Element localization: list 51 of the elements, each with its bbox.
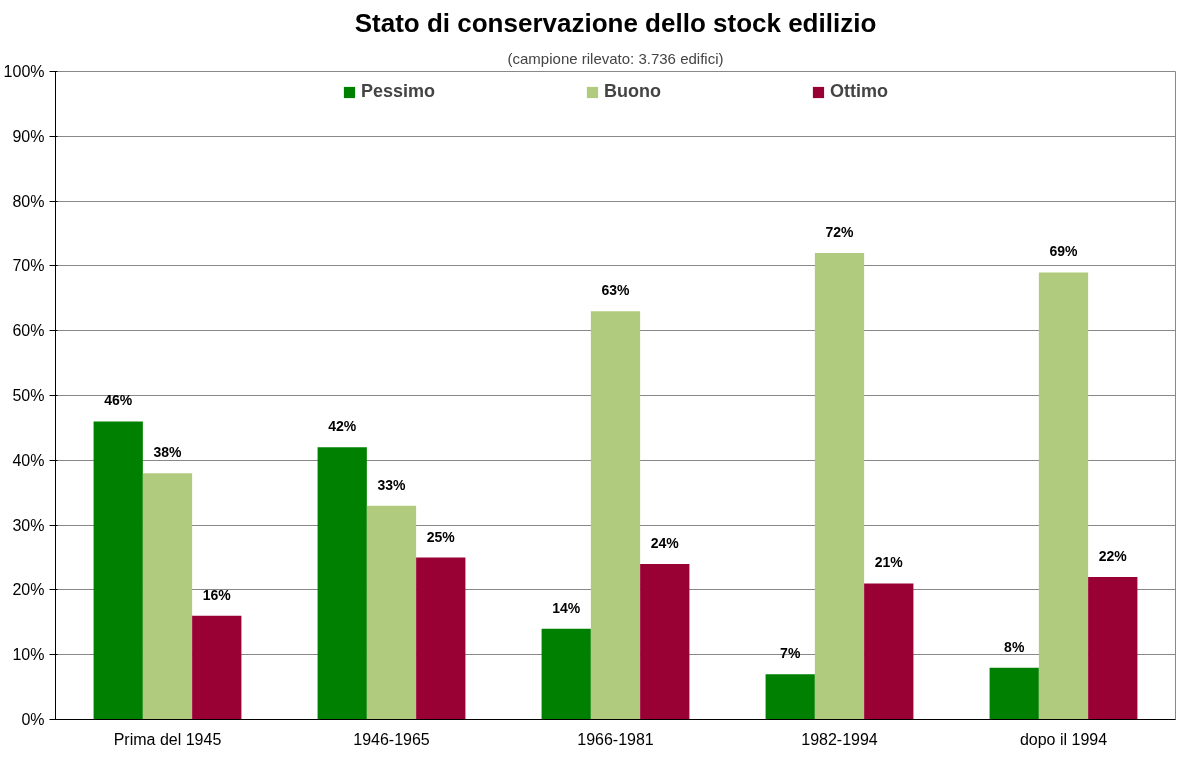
bar xyxy=(1038,272,1089,720)
y-tick-label: 80% xyxy=(12,192,45,210)
data-label: 24% xyxy=(650,534,680,551)
y-tick-label: 10% xyxy=(12,646,45,664)
x-tick-label: dopo il 1994 xyxy=(1019,730,1108,748)
bar xyxy=(366,505,417,720)
bar xyxy=(541,628,591,720)
y-tick-label: 100% xyxy=(3,63,45,80)
y-tick-label: 60% xyxy=(12,322,45,340)
bar xyxy=(1088,576,1138,720)
y-tick-label: 20% xyxy=(12,581,45,599)
data-label: 38% xyxy=(153,444,183,461)
bar xyxy=(864,583,914,720)
data-label: 46% xyxy=(104,392,133,409)
x-tick-label: Prima del 1945 xyxy=(113,730,222,748)
data-label: 14% xyxy=(552,599,581,616)
chart-subtitle: (campione rilevato: 3.736 edifici) xyxy=(507,49,724,67)
data-label: 21% xyxy=(874,554,904,571)
legend-label: Pessimo xyxy=(360,81,436,102)
bar xyxy=(640,563,690,720)
x-tick-label: 1946-1965 xyxy=(353,730,430,748)
y-tick-label: 30% xyxy=(12,516,45,534)
data-label: 16% xyxy=(202,586,232,603)
chart-title: Stato di conservazione dello stock edilizio xyxy=(354,7,877,38)
legend-label: Buono xyxy=(604,81,662,102)
bar xyxy=(192,615,242,720)
y-tick-label: 0% xyxy=(21,711,45,728)
data-label: 25% xyxy=(426,528,456,545)
legend-label: Ottimo xyxy=(830,81,889,102)
bar xyxy=(814,252,865,720)
y-tick-label: 70% xyxy=(12,257,45,275)
bar xyxy=(93,421,143,720)
data-label: 22% xyxy=(1098,547,1128,564)
bar xyxy=(416,557,466,720)
bar xyxy=(317,447,367,720)
data-label: 69% xyxy=(1049,243,1079,260)
bar xyxy=(989,667,1039,720)
data-label: 7% xyxy=(780,645,801,662)
data-label: 42% xyxy=(328,418,357,435)
x-tick-label: 1982-1994 xyxy=(801,730,878,748)
y-tick-label: 50% xyxy=(12,387,45,404)
data-label: 63% xyxy=(601,282,631,299)
data-label: 8% xyxy=(1004,638,1025,655)
bar xyxy=(142,473,193,720)
bar xyxy=(590,311,641,720)
data-label: 72% xyxy=(825,223,855,240)
y-tick-label: 40% xyxy=(12,451,45,469)
data-label: 33% xyxy=(377,476,407,493)
bar xyxy=(765,674,815,720)
y-tick-label: 90% xyxy=(12,127,45,145)
x-tick-label: 1966-1981 xyxy=(577,730,654,748)
